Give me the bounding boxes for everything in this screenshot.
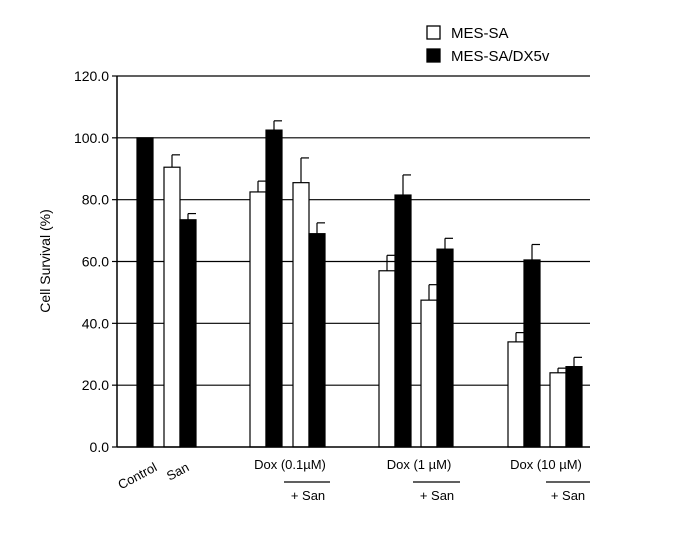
bar-mes-sa-dx5v	[308, 233, 326, 448]
category-label: Dox (10 µM)	[510, 457, 582, 472]
y-tick-label: 100.0	[74, 130, 109, 146]
y-tick-label: 0.0	[90, 439, 110, 455]
category-label: Dox (0.1µM)	[254, 457, 326, 472]
bar-mes-sa	[420, 299, 438, 448]
bar-mes-sa-dx5v	[436, 248, 454, 448]
bar-mes-sa	[292, 182, 310, 448]
category-label: + San	[420, 488, 454, 503]
y-tick-label: 20.0	[82, 377, 109, 393]
legend: MES-SA MES-SA/DX5v	[426, 25, 550, 65]
bar-mes-sa-dx5v	[265, 129, 283, 448]
bar-mes-sa-dx5v	[565, 366, 583, 448]
y-tick-label: 40.0	[82, 315, 109, 331]
bar-mes-sa	[378, 270, 396, 448]
category-label: + San	[551, 488, 585, 503]
bars	[136, 120, 583, 448]
bar-mes-sa-dx5v	[523, 259, 541, 448]
y-tick-label: 60.0	[82, 254, 109, 270]
x-category-labels: Control San Dox (0.1µM) + San Dox (1 µM) + Sa…	[115, 457, 590, 503]
y-tick-label: 80.0	[82, 192, 109, 208]
bar-mes-sa	[507, 341, 525, 448]
y-axis-label: Cell Survival (%)	[37, 209, 53, 312]
category-label: Control	[115, 459, 159, 492]
y-tick-label: 120.0	[74, 68, 109, 84]
category-label: San	[164, 459, 191, 483]
legend-swatch	[426, 25, 441, 40]
legend-label: MES-SA/DX5v	[451, 48, 550, 65]
category-label: Dox (1 µM)	[387, 457, 452, 472]
category-label: + San	[291, 488, 325, 503]
bar-mes-sa-dx5v	[136, 137, 154, 448]
y-tick-labels: 0.0 20.0 40.0 60.0 80.0 100.0 120.0	[74, 68, 109, 455]
bar-mes-sa-dx5v	[179, 219, 197, 448]
axes	[112, 75, 590, 448]
legend-label: MES-SA	[451, 25, 509, 42]
bar-mes-sa-dx5v	[394, 194, 412, 448]
bar-mes-sa	[163, 166, 181, 448]
legend-swatch	[426, 48, 441, 63]
bar-mes-sa	[549, 372, 567, 448]
bar-mes-sa	[249, 191, 267, 448]
